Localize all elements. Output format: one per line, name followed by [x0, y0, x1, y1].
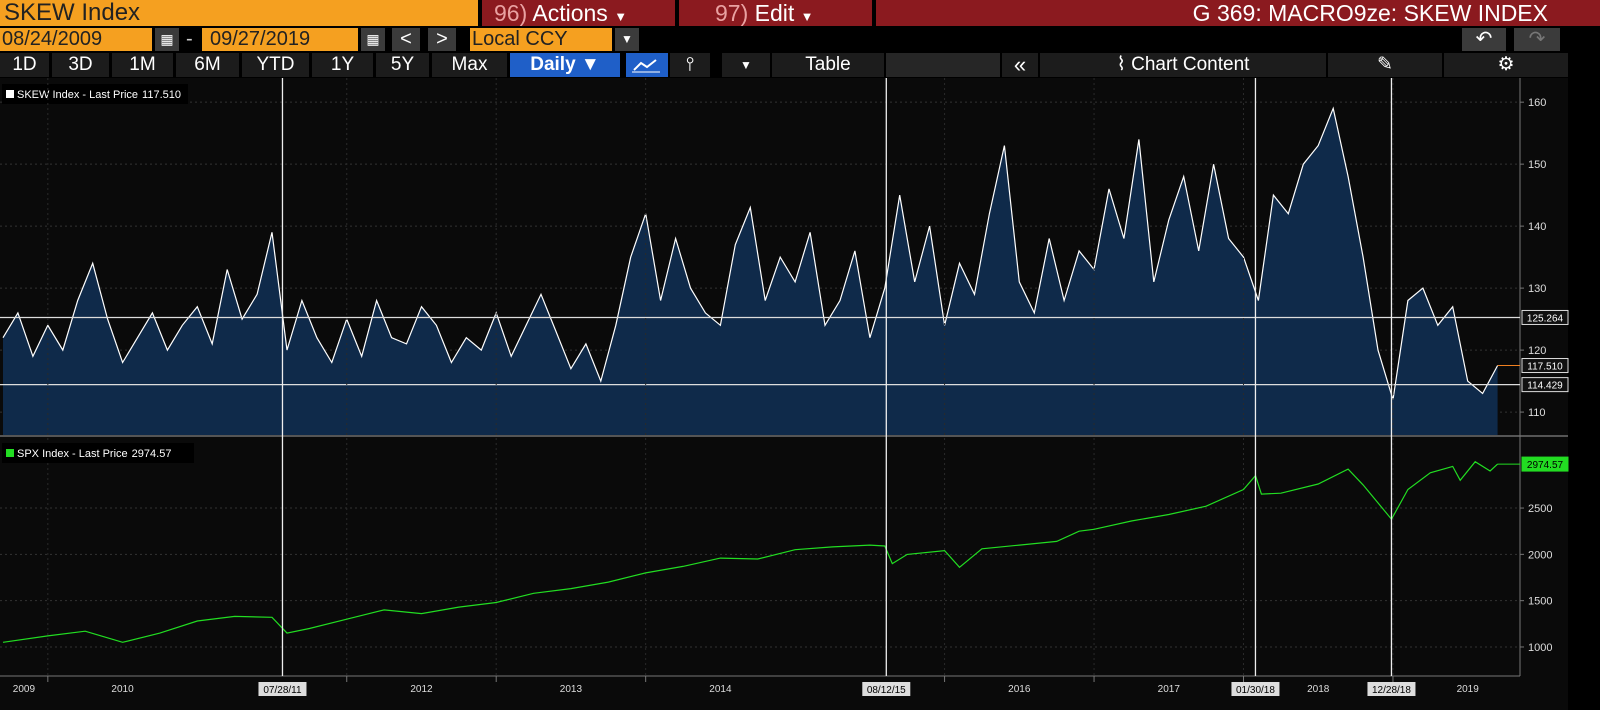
- prev-button[interactable]: <: [392, 28, 420, 51]
- x-tick-label: 2010: [111, 684, 134, 695]
- chart-content-button[interactable]: ⌇ Chart Content: [1040, 53, 1326, 77]
- event-label: 01/30/18: [1236, 685, 1275, 696]
- legend-text: SPX Index - Last Price 2974.57: [17, 448, 171, 460]
- calendar-icon[interactable]: ▦: [361, 28, 385, 51]
- legend-swatch: [6, 90, 14, 98]
- bar-chart-icon[interactable]: ⫯: [670, 53, 710, 77]
- calendar-icon[interactable]: ▦: [155, 28, 179, 51]
- x-tick-label: 2018: [1307, 684, 1330, 695]
- undo-button[interactable]: ↶: [1462, 28, 1506, 51]
- end-date[interactable]: 09/27/2019: [202, 28, 358, 51]
- line-chart-icon[interactable]: [626, 53, 668, 77]
- security-title: SKEW Index: [0, 0, 478, 26]
- legend: SKEW Index - Last Price 117.510: [2, 84, 188, 104]
- collapse-button[interactable]: «: [1002, 53, 1038, 77]
- period-button[interactable]: YTD: [242, 53, 309, 77]
- area-fill: [2, 108, 1498, 436]
- menu-label: Edit: [754, 0, 795, 26]
- period-button[interactable]: 1D: [0, 53, 49, 77]
- chart-area: 110120130140150160125.264114.429117.510S…: [0, 78, 1600, 710]
- settings-icon[interactable]: ⚙: [1444, 53, 1568, 77]
- event-label: 07/28/11: [263, 685, 302, 696]
- y-tick-label: 110: [1528, 407, 1546, 419]
- right-axis-strip: [1568, 78, 1600, 710]
- menu-label: Actions: [532, 0, 608, 26]
- chart-type-dropdown[interactable]: ▼: [722, 53, 770, 77]
- y-tick-label: 140: [1528, 221, 1546, 233]
- reference-label-box: [1521, 309, 1569, 325]
- y-tick-label: 160: [1528, 97, 1546, 109]
- y-tick-label: 2500: [1528, 503, 1552, 515]
- event-label-box: [1231, 682, 1280, 696]
- event-label: 08/12/15: [867, 685, 906, 696]
- spacer: [886, 53, 1000, 77]
- legend-box: [2, 443, 194, 463]
- reference-label-box: [1521, 377, 1569, 393]
- last-price-label: 117.510: [1527, 362, 1563, 373]
- event-label-box: [1367, 682, 1416, 696]
- chart-content-label: Chart Content: [1131, 54, 1250, 75]
- legend: SPX Index - Last Price 2974.57: [2, 443, 194, 463]
- period-button[interactable]: Max: [432, 53, 507, 77]
- start-date[interactable]: 08/24/2009: [0, 28, 152, 51]
- edit-icon[interactable]: ✎: [1328, 53, 1442, 77]
- y-tick-label: 1000: [1528, 642, 1552, 654]
- legend-swatch: [6, 449, 14, 457]
- reference-label: 114.429: [1527, 381, 1563, 392]
- reference-label: 125.264: [1527, 313, 1564, 324]
- period-button[interactable]: 6M: [176, 53, 239, 77]
- actions-menu[interactable]: 96) Actions ▼: [482, 0, 675, 26]
- menu-number: 96): [494, 0, 528, 26]
- y-tick-label: 130: [1528, 283, 1546, 295]
- period-button[interactable]: 3D: [52, 53, 109, 77]
- edit-menu[interactable]: 97) Edit ▼: [679, 0, 872, 26]
- legend-label: SPX Index - Last Price: [17, 448, 128, 460]
- event-label-box: [258, 682, 307, 696]
- legend-value: 2974.57: [132, 448, 172, 460]
- y-tick-label: 120: [1528, 345, 1546, 357]
- last-price-box: [1521, 358, 1569, 374]
- period-button[interactable]: 5Y: [376, 53, 429, 77]
- menu-number: 97): [715, 0, 749, 26]
- x-tick-label: 2014: [709, 684, 732, 695]
- icon: [632, 59, 660, 73]
- page-code: G 369: MACRO9ze: SKEW INDEX: [876, 0, 1600, 26]
- x-tick-label: 2016: [1008, 684, 1031, 695]
- currency-select[interactable]: Local CCY: [470, 28, 612, 51]
- table-button[interactable]: Table: [772, 53, 884, 77]
- frequency-select[interactable]: Daily ▼: [510, 53, 620, 77]
- next-button[interactable]: >: [428, 28, 456, 51]
- x-tick-label: 2013: [560, 684, 583, 695]
- redo-button[interactable]: ↷: [1514, 28, 1560, 51]
- frequency-label: Daily: [530, 54, 576, 75]
- period-button[interactable]: 1Y: [312, 53, 373, 77]
- x-tick-label: 2009: [13, 684, 36, 695]
- date-separator: -: [186, 28, 193, 50]
- period-button[interactable]: 1M: [112, 53, 173, 77]
- last-price-box: [1521, 456, 1569, 472]
- legend-text: SKEW Index - Last Price 117.510: [17, 89, 181, 101]
- x-tick-label: 2019: [1457, 684, 1480, 695]
- price-line: [2, 460, 1499, 643]
- legend-value: 117.510: [142, 89, 181, 101]
- price-line: [2, 106, 1499, 400]
- legend-box: [2, 84, 188, 104]
- x-tick-label: 2012: [410, 684, 433, 695]
- y-tick-label: 2000: [1528, 549, 1552, 561]
- legend-label: SKEW Index - Last Price: [17, 89, 138, 101]
- y-tick-label: 150: [1528, 159, 1546, 171]
- last-price-label: 2974.57: [1527, 460, 1564, 471]
- dropdown-arrow[interactable]: ▼: [615, 28, 639, 51]
- event-label: 12/28/18: [1372, 685, 1411, 696]
- event-label-box: [862, 682, 911, 696]
- y-tick-label: 1500: [1528, 596, 1552, 608]
- x-tick-label: 2017: [1158, 684, 1181, 695]
